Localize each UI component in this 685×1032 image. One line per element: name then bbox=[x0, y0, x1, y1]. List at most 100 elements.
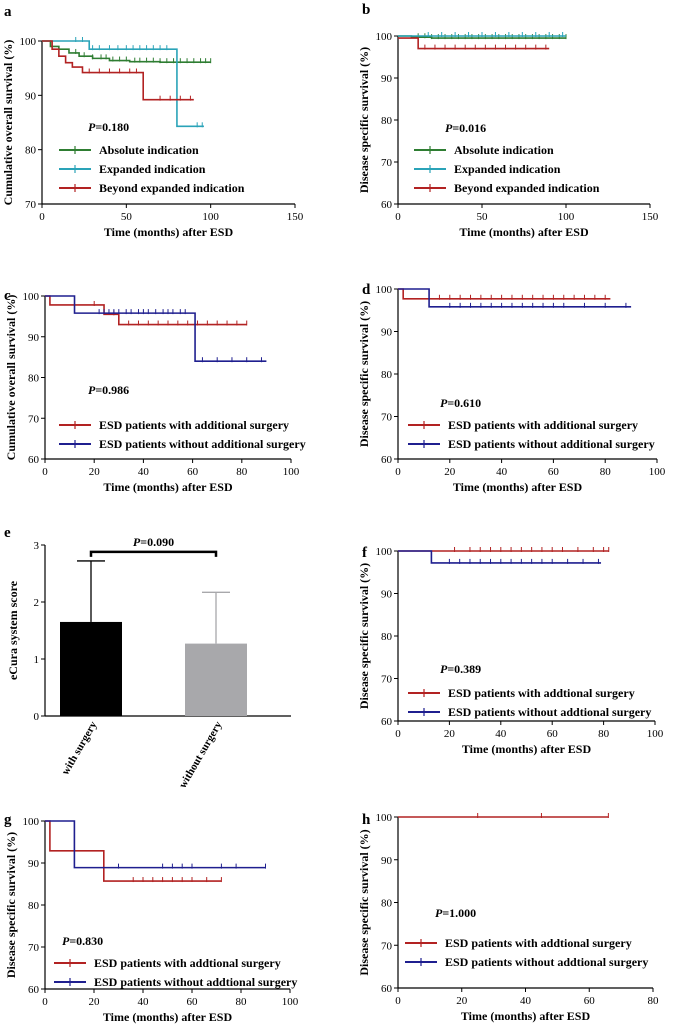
p-value-number: =1.000 bbox=[442, 906, 476, 920]
y-tick-label: 70 bbox=[381, 157, 393, 169]
y-tick-label: 100 bbox=[23, 816, 40, 828]
y-tick-label: 0 bbox=[34, 711, 40, 723]
x-tick-label: 60 bbox=[548, 466, 560, 478]
p-value-number: =0.090 bbox=[140, 535, 174, 549]
y-tick-label: 60 bbox=[381, 983, 393, 995]
legend-label: ESD patients without addtional surgery bbox=[448, 705, 651, 719]
y-axis-title: Disease specific survival (%) bbox=[357, 563, 371, 709]
x-tick-label: 80 bbox=[600, 466, 612, 478]
x-tick-label: 60 bbox=[547, 728, 559, 740]
legend-label: Expanded indication bbox=[99, 162, 206, 176]
x-tick-label: 40 bbox=[495, 728, 507, 740]
y-axis-title: Cumulative overall survival (%) bbox=[1, 40, 15, 206]
y-tick-label: 90 bbox=[25, 90, 37, 102]
p-value: P=1.000 bbox=[435, 906, 476, 920]
series-line-2 bbox=[398, 288, 632, 308]
panel-c: c 60 70 80 90 100 Cumulative overall survival … bbox=[4, 288, 306, 494]
y-tick-label: 70 bbox=[381, 674, 393, 686]
y-tick-label: 60 bbox=[381, 454, 393, 466]
panel-letter: b bbox=[362, 2, 370, 18]
y-tick-label: 100 bbox=[23, 291, 40, 303]
legend: ESD patients with additional surgery ESD … bbox=[59, 418, 306, 451]
y-tick-label: 70 bbox=[28, 413, 40, 425]
p-value-number: =0.016 bbox=[452, 121, 486, 135]
y-tick-label: 80 bbox=[381, 898, 393, 910]
y-axis-title: Disease specific survival (%) bbox=[4, 832, 18, 978]
y-tick-label: 80 bbox=[28, 900, 40, 912]
x-tick-label: 20 bbox=[444, 466, 456, 478]
series-line-3 bbox=[398, 37, 550, 50]
panel-f: f 60 70 80 90 100 Disease specific survival (%… bbox=[357, 545, 664, 756]
x-tick-label: 80 bbox=[648, 995, 660, 1007]
x-tick-label: 40 bbox=[138, 466, 150, 478]
p-value-prefix: P bbox=[440, 396, 448, 410]
x-tick-label: 100 bbox=[558, 211, 575, 223]
y-axis-title: Disease specific survival (%) bbox=[357, 829, 371, 975]
y-tick-label: 100 bbox=[376, 31, 393, 43]
panel-g: g 60 70 80 90 100 Disease specific survival (%… bbox=[4, 812, 299, 1024]
p-value: P=0.610 bbox=[440, 396, 481, 410]
x-tick-label: 60 bbox=[187, 466, 199, 478]
legend-label: Absolute indication bbox=[99, 143, 199, 157]
legend: ESD patients with addtional surgery ESD p… bbox=[408, 686, 651, 719]
series-line-1 bbox=[45, 820, 222, 882]
category-label: with surgery bbox=[59, 719, 99, 777]
bar-1 bbox=[60, 621, 122, 716]
panel-h: h 60 70 80 90 100 Disease specific survival (%… bbox=[357, 812, 659, 1023]
panel-a: a 70 80 90 100 Cumulative overall survival (%… bbox=[1, 4, 304, 239]
p-value: P=0.986 bbox=[88, 383, 129, 397]
legend-label: Beyond expanded indication bbox=[99, 181, 245, 195]
legend: ESD patients with addtional surgery ESD p… bbox=[405, 936, 648, 969]
y-tick-label: 100 bbox=[20, 36, 37, 48]
legend-label: ESD patients without addtional surgery bbox=[445, 955, 648, 969]
legend: ESD patients with addtional surgery ESD p… bbox=[54, 956, 297, 989]
panel-b: b 60 70 80 90 100 Disease specific survival (%… bbox=[357, 2, 659, 239]
y-tick-label: 60 bbox=[28, 984, 40, 996]
p-value-number: =0.830 bbox=[69, 934, 103, 948]
legend-label: ESD patients with additional surgery bbox=[448, 418, 638, 432]
y-tick-label: 100 bbox=[376, 812, 393, 824]
x-tick-label: 0 bbox=[39, 211, 45, 223]
p-value-number: =0.986 bbox=[95, 383, 129, 397]
legend-label: ESD patients with addtional surgery bbox=[445, 936, 632, 950]
p-value-prefix: P bbox=[133, 535, 141, 549]
x-tick-label: 100 bbox=[282, 996, 299, 1008]
p-value: P=0.830 bbox=[62, 934, 103, 948]
y-tick-label: 90 bbox=[28, 332, 40, 344]
p-value-prefix: P bbox=[445, 121, 453, 135]
x-tick-label: 20 bbox=[89, 466, 101, 478]
x-tick-label: 80 bbox=[236, 466, 248, 478]
y-tick-label: 80 bbox=[25, 145, 37, 157]
panel-letter: h bbox=[362, 812, 371, 828]
x-axis-title: Time (months) after ESD bbox=[459, 225, 589, 239]
y-tick-label: 100 bbox=[376, 546, 393, 558]
x-tick-label: 0 bbox=[395, 995, 401, 1007]
p-value: P=0.389 bbox=[440, 662, 481, 676]
y-tick-label: 90 bbox=[381, 855, 393, 867]
x-tick-label: 0 bbox=[42, 466, 48, 478]
y-axis-title: Cumulative overall survival (%) bbox=[4, 295, 18, 461]
y-tick-label: 100 bbox=[376, 284, 393, 296]
legend: Absolute indication Expanded indication Be… bbox=[59, 143, 245, 195]
series-line-2 bbox=[398, 550, 602, 564]
panel-letter: d bbox=[362, 282, 371, 298]
y-tick-label: 90 bbox=[28, 858, 40, 870]
y-tick-label: 60 bbox=[381, 716, 393, 728]
x-tick-label: 0 bbox=[42, 996, 48, 1008]
panel-letter: a bbox=[4, 4, 12, 20]
x-tick-label: 150 bbox=[642, 211, 659, 223]
y-tick-label: 90 bbox=[381, 73, 393, 85]
x-tick-label: 80 bbox=[236, 996, 248, 1008]
legend-label: ESD patients without addtional surgery bbox=[94, 975, 297, 989]
x-tick-label: 60 bbox=[584, 995, 596, 1007]
series-line-2 bbox=[45, 820, 266, 869]
panel-letter: f bbox=[362, 545, 368, 561]
y-tick-label: 90 bbox=[381, 327, 393, 339]
x-tick-label: 80 bbox=[598, 728, 610, 740]
legend-label: ESD patients with addtional surgery bbox=[448, 686, 635, 700]
y-tick-label: 80 bbox=[28, 373, 40, 385]
p-value-prefix: P bbox=[88, 383, 96, 397]
legend-label: Beyond expanded indication bbox=[454, 181, 600, 195]
p-value-number: =0.610 bbox=[447, 396, 481, 410]
